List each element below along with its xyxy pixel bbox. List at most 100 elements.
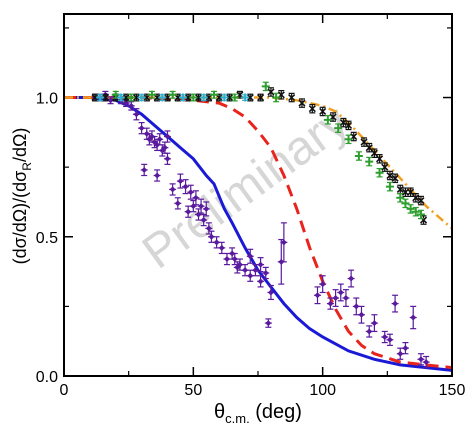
data-point-diamond [347, 269, 355, 288]
data-point-diamond [264, 318, 272, 328]
y-tick-labels: 0.0 0.5 1.0 [36, 91, 58, 386]
data-point-cross [246, 93, 254, 102]
diamond-marker [174, 200, 181, 207]
plus-marker [396, 193, 405, 202]
data-point-diamond [187, 184, 195, 200]
data-point-diamond [153, 169, 161, 182]
data-point-diamond [326, 297, 334, 310]
diamond-marker [327, 300, 334, 307]
cross-marker [184, 93, 192, 102]
data-point-diamond [236, 258, 244, 271]
data-point-plus [241, 93, 250, 102]
data-point-plus [220, 93, 229, 102]
cross-marker [407, 188, 415, 196]
diamond-marker [332, 295, 339, 302]
cross-marker [370, 149, 378, 157]
diamond-marker [128, 102, 135, 109]
cross-marker [391, 174, 399, 182]
cross-marker [101, 93, 109, 102]
cross-marker [122, 93, 130, 102]
diamond-marker [265, 320, 272, 327]
data-point-diamond [267, 284, 275, 301]
diamond-marker [195, 211, 202, 218]
data-point-diamond [262, 266, 270, 280]
plus-marker [137, 93, 146, 102]
diamond-marker [187, 189, 194, 196]
diamond-marker [231, 256, 238, 263]
diamond-marker [397, 350, 404, 357]
diamond-marker [247, 253, 254, 260]
diamond-marker [182, 183, 189, 190]
plus-marker [241, 93, 250, 102]
diamond-marker [267, 289, 274, 296]
diamond-marker [161, 144, 168, 151]
data-point-diamond [246, 269, 254, 282]
y-axis-label: (dσ/dΩ)/(dσR/dΩ) [10, 128, 34, 265]
plus-marker [272, 93, 281, 102]
data-point-diamond [370, 314, 378, 333]
data-point-diamond [391, 294, 399, 313]
data-point-plus [272, 92, 281, 103]
diamond-marker [133, 111, 140, 118]
diamond-marker [200, 217, 207, 224]
y-axis-label-subscript: R [20, 162, 34, 171]
diamond-marker [223, 256, 230, 263]
data-point-cross [391, 173, 399, 184]
data-point-diamond [163, 130, 171, 143]
data-point-diamond [422, 355, 430, 369]
data-point-diamond [246, 248, 254, 264]
diamond-marker [107, 97, 114, 104]
plus-marker [199, 93, 208, 102]
diamond-marker [154, 172, 161, 179]
data-point-cross [184, 93, 192, 102]
diamond-marker [353, 303, 360, 310]
cross-marker [360, 138, 368, 146]
data-point-diamond [396, 347, 404, 360]
data-point-plus [168, 90, 177, 99]
x-axis-label-symbol: θ [214, 401, 225, 423]
plot-frame [63, 13, 453, 377]
data-point-plus [116, 93, 125, 102]
diamond-marker [358, 311, 365, 318]
cross-marker [225, 93, 234, 102]
plus-marker [416, 210, 425, 219]
data-point-diamond [357, 305, 365, 324]
data-point-diamond [192, 190, 200, 206]
diamond-marker [280, 239, 287, 246]
data-point-diamond [182, 179, 190, 195]
data-point-cross [101, 93, 109, 102]
data-point-diamond [332, 289, 340, 307]
data-point-diamond [200, 213, 208, 227]
plus-marker [354, 152, 363, 161]
diamond-marker [192, 194, 199, 201]
cross-marker [194, 93, 203, 102]
diamond-marker [410, 314, 417, 321]
data-point-cross [407, 187, 415, 197]
data-point-cross [417, 195, 425, 206]
plus-marker [116, 93, 125, 102]
cross-marker [257, 93, 265, 102]
data-point-plus [210, 90, 219, 99]
data-point-cross [365, 142, 373, 153]
diamond-marker [208, 233, 215, 240]
diamond-marker [138, 125, 145, 132]
data-point-plus [406, 204, 415, 214]
data-point-plus [137, 93, 146, 102]
cross-marker [401, 188, 410, 196]
plus-marker [401, 199, 410, 208]
cross-marker [319, 107, 327, 116]
data-point-cross [132, 93, 140, 102]
data-point-cross [370, 148, 378, 159]
data-point-plus [199, 93, 208, 102]
data-point-cross [153, 93, 161, 102]
diamond-marker [262, 269, 269, 276]
plus-marker [178, 93, 187, 102]
y-tick-label: 1.0 [36, 91, 58, 108]
diamond-marker [381, 334, 388, 341]
diamond-marker [203, 205, 210, 212]
y-tick-label: 0.0 [36, 369, 58, 386]
plus-marker [385, 182, 394, 191]
data-point-diamond [319, 275, 327, 294]
diamond-marker [242, 267, 249, 274]
data-point-cross [288, 92, 296, 103]
